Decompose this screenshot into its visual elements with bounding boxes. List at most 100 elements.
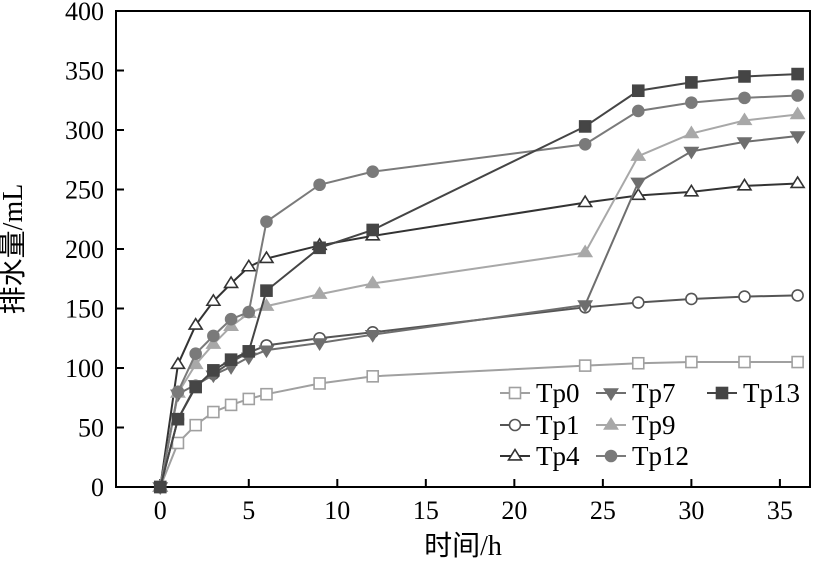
- series-line: [159, 94, 798, 488]
- legend-item: Tp0: [500, 378, 580, 408]
- x-tick-label: 5: [242, 496, 255, 525]
- series-tp12: [153, 89, 804, 494]
- data-point: [313, 178, 326, 192]
- y-tick-label: 300: [65, 116, 104, 145]
- legend-label: Tp1: [536, 410, 580, 440]
- data-point: [738, 355, 751, 369]
- data-point: [577, 194, 594, 208]
- data-point: [207, 364, 220, 377]
- data-point: [631, 296, 645, 309]
- data-point: [170, 356, 186, 370]
- data-point: [738, 290, 751, 303]
- x-tick-label: 35: [767, 496, 793, 525]
- series-tp13: [153, 67, 804, 494]
- data-point: [187, 317, 204, 330]
- data-point: [205, 336, 222, 349]
- data-point: [631, 356, 645, 370]
- data-point: [630, 177, 647, 191]
- data-point: [311, 286, 328, 299]
- data-point: [630, 187, 647, 201]
- data-point: [260, 387, 273, 401]
- data-point: [791, 289, 804, 302]
- data-point: [189, 418, 202, 432]
- data-point: [789, 106, 806, 120]
- series-layer: [152, 67, 806, 496]
- data-point: [260, 284, 273, 297]
- data-point: [313, 377, 326, 390]
- legend-label: Tp4: [536, 441, 580, 471]
- y-tick-label: 400: [65, 0, 104, 26]
- data-point: [791, 355, 804, 369]
- data-point: [189, 347, 202, 361]
- data-point: [258, 345, 275, 359]
- legend-marker: [603, 388, 619, 402]
- legend-label: Tp9: [632, 410, 676, 440]
- data-point: [242, 305, 256, 319]
- data-point: [260, 215, 273, 228]
- y-tick-label: 150: [65, 295, 104, 324]
- data-point: [578, 137, 592, 151]
- x-axis-title: 时间/h: [424, 530, 502, 562]
- data-point: [364, 329, 381, 343]
- data-point: [207, 405, 220, 419]
- data-point: [242, 345, 256, 358]
- data-point: [240, 258, 257, 272]
- data-point: [683, 183, 700, 197]
- data-point: [736, 137, 753, 150]
- y-tick-label: 0: [91, 473, 104, 502]
- data-point: [791, 89, 804, 102]
- y-tick-label: 100: [65, 354, 104, 383]
- data-point: [736, 177, 753, 191]
- x-tick-label: 15: [413, 496, 439, 525]
- data-point: [685, 76, 698, 89]
- data-point: [631, 84, 645, 98]
- legend-label: Tp13: [743, 378, 800, 408]
- data-point: [366, 223, 380, 237]
- data-point: [366, 370, 380, 383]
- legend-label: Tp7: [632, 378, 676, 408]
- data-point: [171, 385, 185, 399]
- data-point: [313, 241, 326, 255]
- legend-marker: [508, 386, 522, 400]
- legend-marker: [508, 418, 522, 432]
- series-tp4: [152, 175, 806, 492]
- x-tick-label: 25: [590, 496, 616, 525]
- plot-frame: [115, 10, 811, 488]
- data-point: [153, 480, 167, 494]
- legend-item: Tp1: [500, 410, 580, 440]
- data-point: [224, 312, 238, 326]
- legend-item: Tp12: [596, 441, 689, 471]
- data-point: [789, 131, 806, 144]
- data-point: [685, 292, 698, 306]
- y-tick-label: 350: [65, 57, 104, 86]
- data-point: [189, 380, 202, 394]
- data-point: [683, 125, 700, 139]
- data-point: [630, 148, 647, 161]
- data-point: [311, 338, 328, 352]
- y-axis-title: 排水量/mL: [0, 184, 29, 315]
- legend-marker: [604, 449, 618, 463]
- legend-marker: [603, 416, 619, 430]
- data-point: [577, 300, 594, 313]
- x-tick-label: 10: [324, 496, 350, 525]
- legend-item: Tp7: [596, 378, 676, 408]
- data-point: [171, 412, 185, 426]
- data-point: [171, 436, 185, 450]
- legend-item: Tp4: [500, 441, 580, 471]
- data-point: [207, 329, 220, 343]
- data-point: [578, 120, 592, 133]
- data-point: [736, 112, 753, 126]
- data-point: [242, 392, 256, 406]
- legend-marker: [715, 386, 729, 400]
- data-point: [224, 353, 238, 366]
- x-tick-label: 0: [154, 496, 167, 525]
- legend-label: Tp12: [632, 441, 689, 471]
- x-tick-label: 30: [678, 496, 704, 525]
- data-point: [224, 398, 238, 412]
- data-point: [366, 165, 380, 178]
- legend-marker: [507, 447, 523, 461]
- data-point: [258, 250, 275, 264]
